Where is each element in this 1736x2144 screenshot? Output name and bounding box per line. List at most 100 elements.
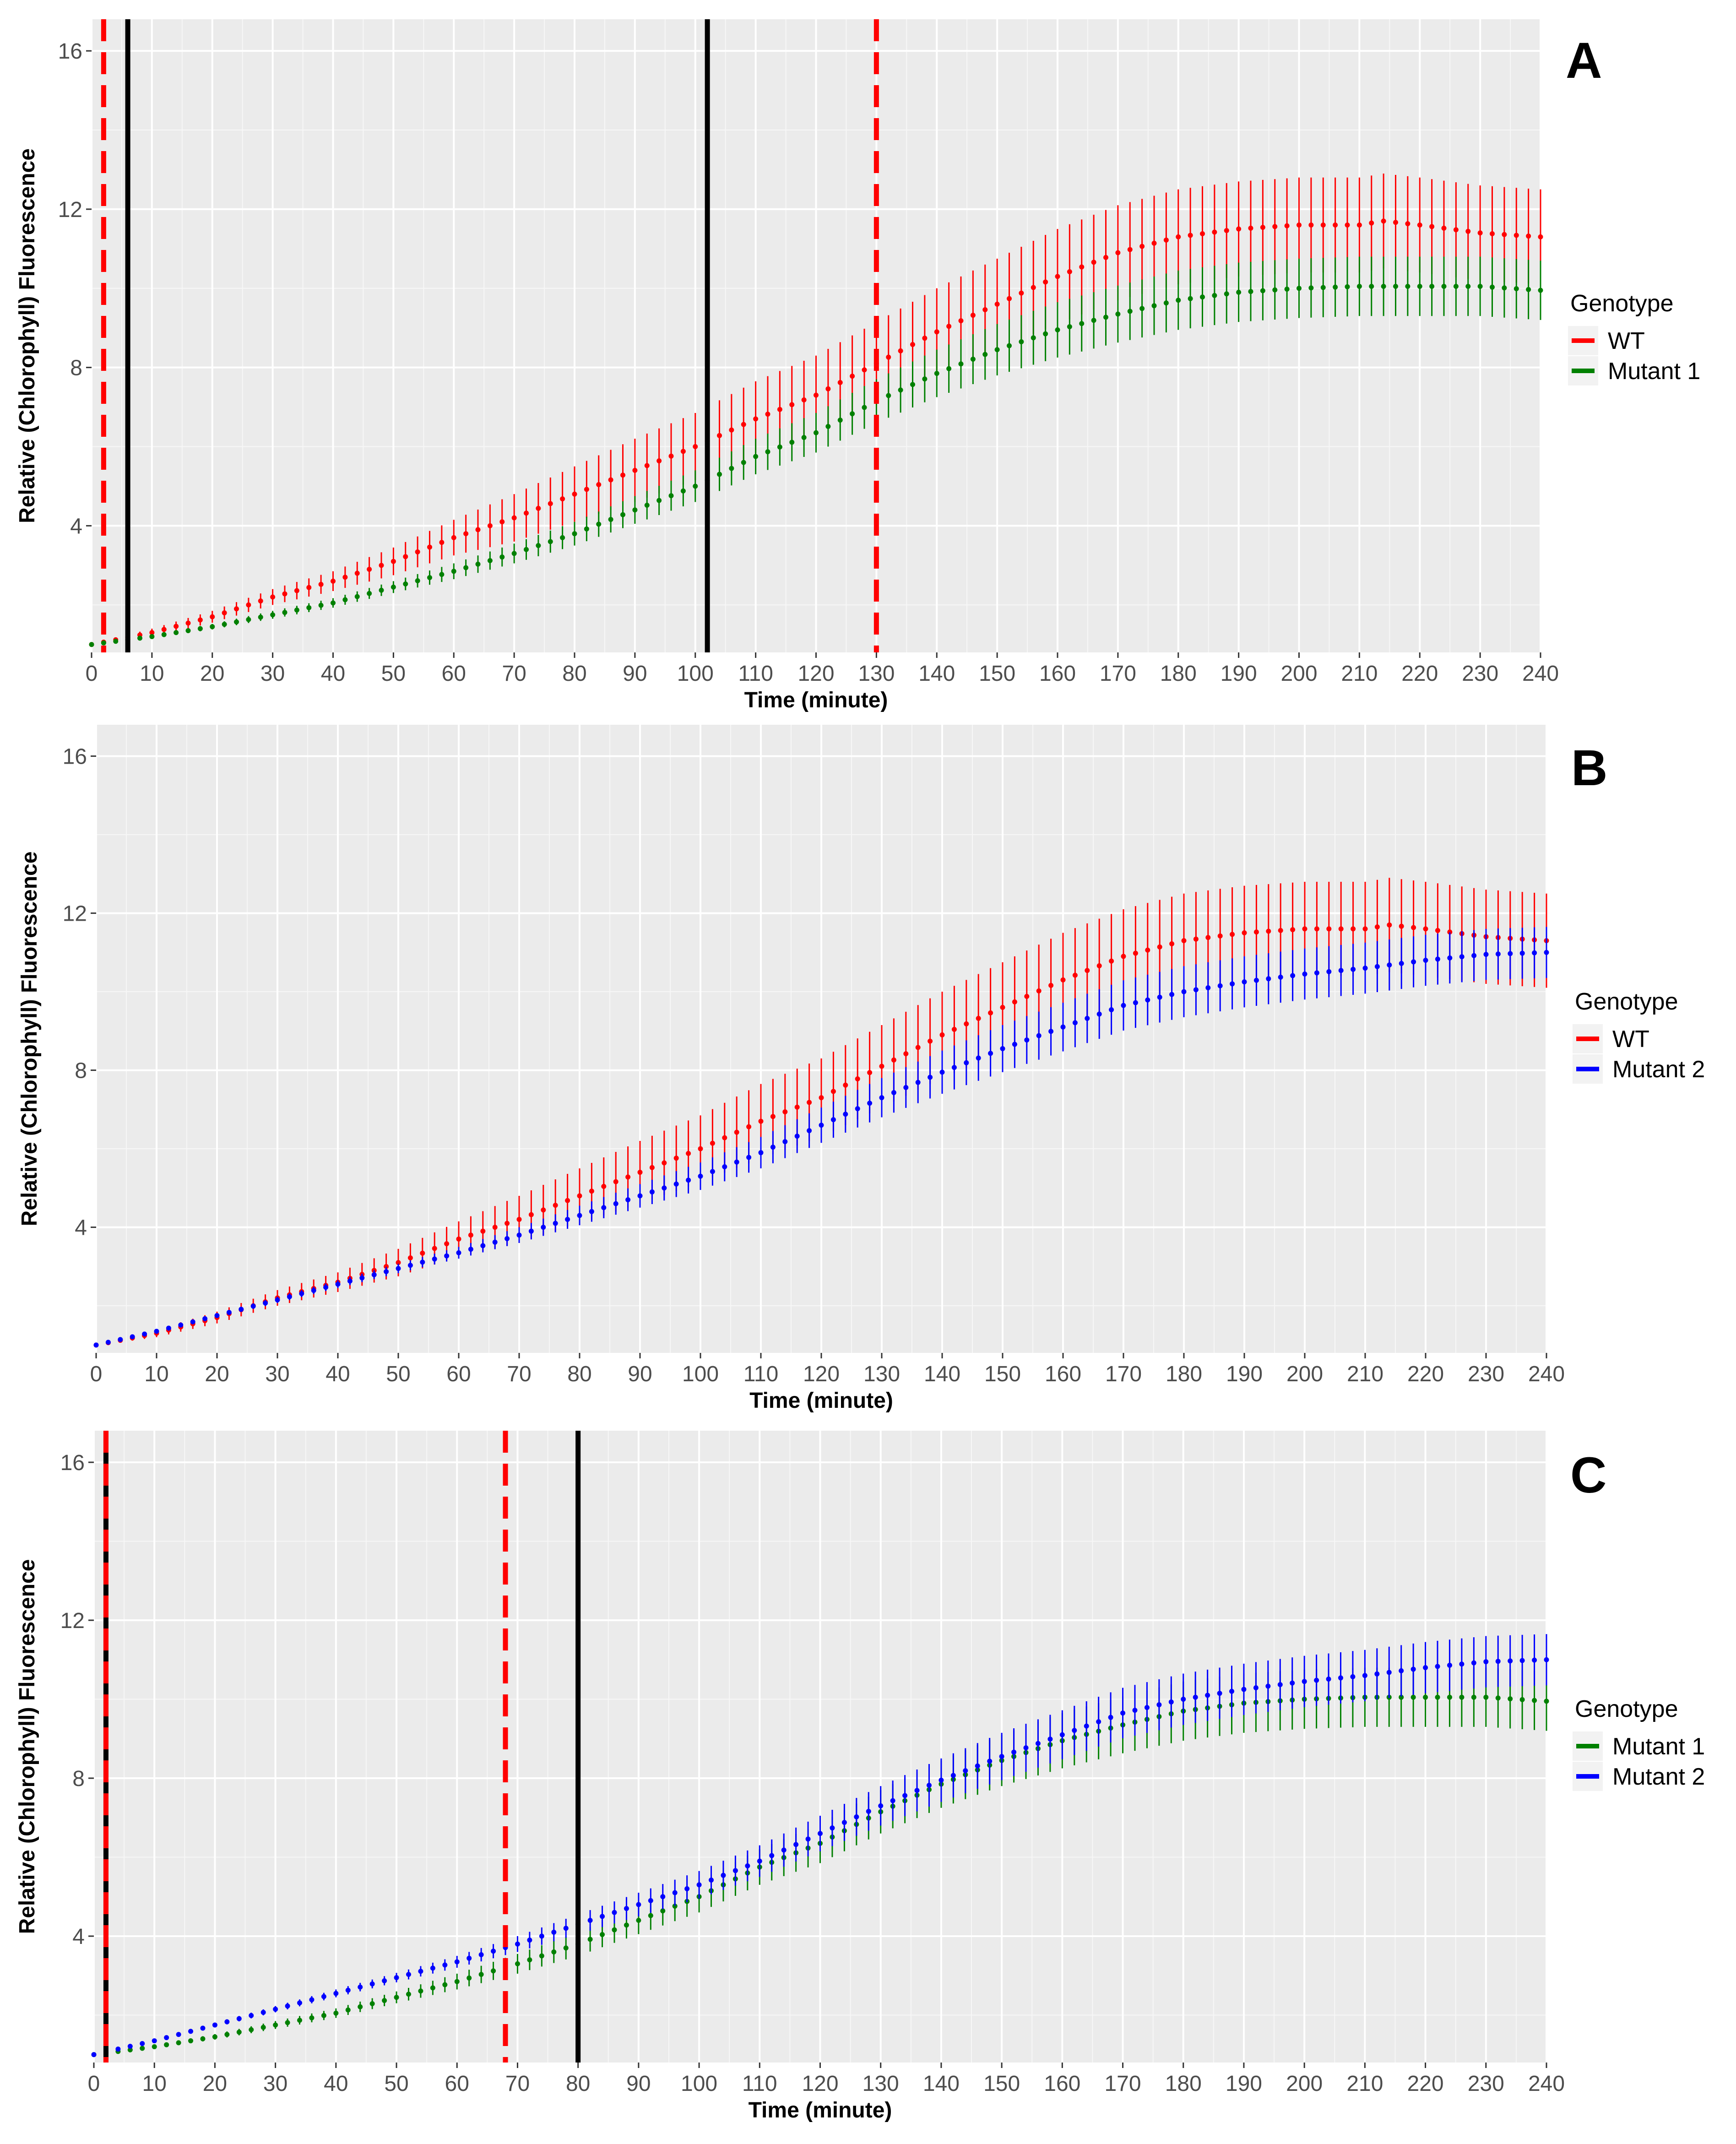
data-point (200, 2036, 206, 2041)
data-point (902, 1793, 908, 1798)
data-point (696, 1882, 702, 1888)
data-point (478, 1972, 484, 1977)
x-tick-label: 50 (386, 1362, 410, 1386)
data-point (982, 307, 988, 312)
data-point (487, 523, 493, 528)
data-point (236, 2030, 242, 2035)
data-point (1121, 1003, 1126, 1008)
data-point (1230, 981, 1235, 987)
data-point (625, 1197, 631, 1203)
data-point (1067, 324, 1072, 330)
data-point (1423, 958, 1428, 963)
data-point (1465, 283, 1471, 289)
y-tick-label: 16 (58, 39, 82, 64)
data-point (197, 617, 203, 623)
data-point (644, 502, 650, 508)
x-tick-label: 0 (90, 1362, 103, 1386)
data-point (584, 526, 589, 532)
data-point (511, 515, 517, 521)
data-point (565, 1216, 570, 1222)
x-tick-label: 190 (1226, 2072, 1262, 2096)
data-point (612, 1927, 617, 1932)
data-point (693, 444, 698, 450)
data-point (600, 1932, 605, 1938)
data-point (1471, 1694, 1476, 1700)
data-point (1007, 343, 1012, 348)
data-point (782, 1109, 788, 1114)
data-point (505, 1236, 510, 1241)
data-point (282, 591, 288, 597)
data-point (263, 1300, 268, 1306)
data-point (625, 1174, 631, 1180)
x-axis-title: Time (minute) (749, 2098, 892, 2122)
data-point (1314, 926, 1319, 932)
data-point (379, 587, 384, 593)
data-point (113, 639, 119, 644)
data-point (1447, 955, 1453, 961)
data-point (1453, 283, 1459, 289)
data-point (1410, 1694, 1416, 1700)
data-point (1453, 227, 1459, 233)
data-point (1193, 936, 1199, 942)
data-point (403, 581, 408, 586)
data-point (637, 1193, 643, 1199)
data-point (1526, 233, 1531, 239)
x-tick-label: 110 (743, 1362, 779, 1386)
data-point (236, 2016, 242, 2021)
y-tick-label: 12 (60, 1609, 85, 1633)
data-point (686, 1151, 691, 1156)
data-point (1314, 1677, 1319, 1683)
x-tick-label: 150 (979, 662, 1015, 686)
data-point (1362, 966, 1368, 971)
data-point (1386, 1670, 1392, 1675)
data-point (511, 551, 517, 556)
data-point (89, 642, 94, 647)
legend-label: Mutant 2 (1612, 1764, 1705, 1790)
data-point (1151, 240, 1157, 246)
data-point (1411, 959, 1416, 965)
data-point (1490, 284, 1495, 290)
data-point (601, 1205, 607, 1210)
data-point (430, 1965, 435, 1971)
data-point (516, 1232, 522, 1238)
data-point (407, 1255, 413, 1260)
data-point (1217, 983, 1223, 988)
data-point (101, 640, 106, 646)
data-point (1495, 1659, 1501, 1664)
x-tick-label: 110 (742, 2072, 777, 2096)
data-point (753, 416, 759, 422)
data-point (843, 1112, 848, 1117)
data-point (698, 1173, 703, 1179)
data-point (1435, 956, 1440, 962)
data-point (1277, 1682, 1283, 1688)
data-point (914, 1788, 920, 1793)
data-point (1096, 963, 1102, 969)
x-tick-label: 140 (923, 2072, 960, 2096)
data-point (246, 602, 251, 608)
data-point (214, 1313, 220, 1319)
data-point (1459, 954, 1465, 960)
series-mutant-2 (91, 1634, 1549, 2057)
data-point (1417, 222, 1422, 228)
data-point (260, 2009, 266, 2015)
data-point (587, 1937, 593, 1942)
data-point (396, 1266, 401, 1271)
data-point (587, 1918, 593, 1923)
data-point (1393, 220, 1398, 225)
x-tick-label: 110 (738, 662, 773, 686)
x-tick-label: 60 (446, 1362, 471, 1386)
data-point (515, 1961, 520, 1966)
x-tick-label: 240 (1522, 662, 1559, 686)
data-point (1127, 247, 1133, 252)
x-tick-label: 130 (863, 2072, 899, 2096)
data-point (789, 402, 795, 407)
data-point (1423, 926, 1428, 932)
data-point (1290, 973, 1296, 978)
data-point (188, 2038, 194, 2044)
data-point (668, 493, 674, 499)
data-point (91, 2052, 97, 2057)
data-point (1393, 283, 1398, 289)
data-point (721, 1873, 726, 1878)
data-point (717, 433, 722, 438)
data-point (1495, 1695, 1501, 1701)
